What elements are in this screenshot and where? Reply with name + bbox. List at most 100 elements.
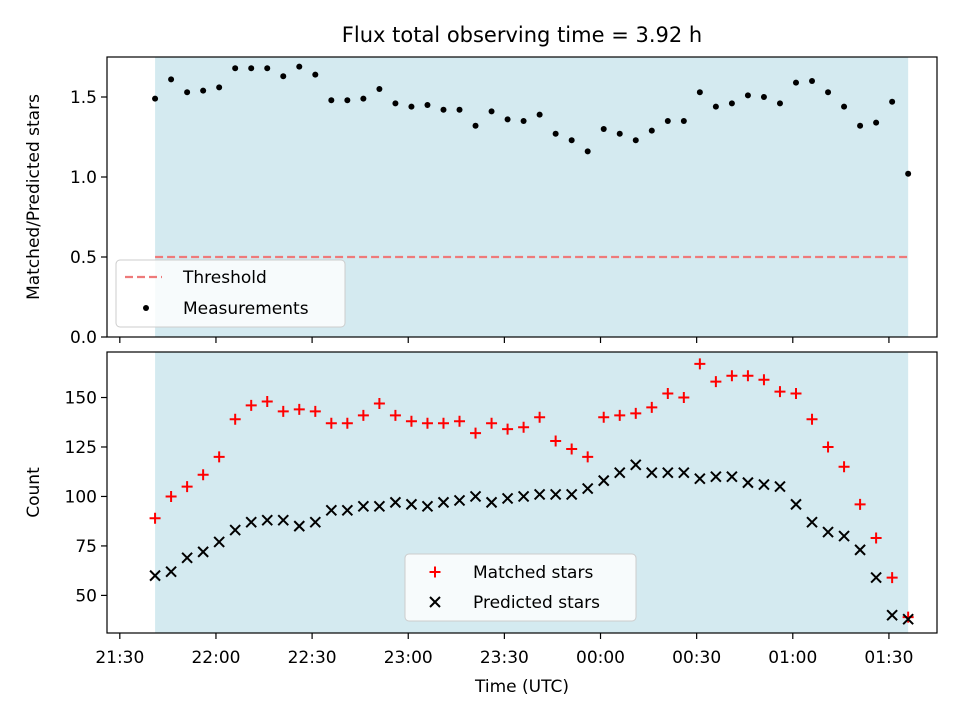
y-tick-label: 0.0 [70,328,97,348]
predicted-point [678,467,690,479]
measurement-point [664,118,671,124]
measurement-point [344,97,351,104]
measurement-point [889,98,896,105]
legend-measurements-swatch [143,305,149,311]
legend-box [115,259,346,328]
measurement-point [440,106,447,113]
predicted-point [581,482,594,495]
measurement-point [456,106,463,113]
legend: Threshold Measurements [115,259,346,328]
y-axis-label: Matched/Predicted stars [24,94,44,300]
y-tick-label: 0.5 [70,248,97,268]
predicted-point [822,526,834,538]
x-tick-label: 21:30 [95,648,144,668]
matched-point [662,388,674,400]
matched-point [165,490,177,502]
ratio-panel: 0.0 0.5 1.0 1.5 Matched/Predicted stars Thres… [24,56,938,348]
series-predicted-stars [149,459,914,625]
matched-point [886,572,898,584]
predicted-point [373,500,386,513]
measurement-point [216,84,223,91]
x-tick-label: 01:00 [768,648,817,668]
measurement-point [632,137,639,144]
predicted-point [277,514,289,526]
y-tick-label: 100 [65,487,97,507]
legend-matched-label: Matched stars [473,563,593,583]
measurement-point [264,65,271,72]
measurement-point [696,89,703,96]
y-tick-label: 1.5 [70,88,97,108]
matched-point [582,451,594,463]
predicted-point [614,467,626,479]
series-matched-stars [149,358,914,623]
predicted-point [165,565,177,578]
legend-box [404,553,637,622]
matched-point [470,427,482,439]
predicted-point [886,609,898,621]
measurement-point [873,119,880,126]
y-tick-label: 150 [65,389,97,409]
x-tick-label: 22:30 [288,648,337,668]
matched-point [389,409,401,421]
predicted-point [838,530,850,542]
matched-point [726,370,738,382]
x-tick-label: 23:00 [384,648,433,668]
matched-point [437,417,449,429]
matched-point [293,403,305,415]
y-tick-label: 50 [75,586,97,606]
measurement-point [728,100,735,107]
measurement-point [200,87,207,94]
matched-point [518,421,530,433]
measurement-point [184,89,191,96]
matched-point [357,409,369,421]
matched-point [325,417,337,429]
measurement-point [424,102,431,108]
predicted-point [565,488,578,501]
matched-point [646,401,658,413]
matched-point [630,407,642,419]
measurement-point [552,130,559,137]
measurement-point [776,100,783,107]
measurement-point [168,76,175,83]
matched-point [502,423,514,435]
chart-title: Flux total observing time = 3.92 h [342,23,702,47]
matched-point [774,386,786,398]
predicted-point [357,500,370,513]
matched-point [678,392,690,404]
measurement-point [488,108,495,115]
predicted-point [758,478,770,491]
measurement-point [408,103,415,110]
matched-point [758,374,770,386]
measurement-point [232,65,239,72]
x-axis-label: Time (UTC) [474,677,569,697]
legend-matched-swatch [429,566,441,578]
legend-predicted-label: Predicted stars [473,593,600,613]
predicted-point [229,524,241,536]
legend-measurements-label: Measurements [183,299,309,319]
predicted-point [437,496,450,509]
matched-point [181,481,193,493]
measurement-point [841,103,848,110]
measurement-point [472,122,479,129]
predicted-point [742,476,754,489]
matched-point [261,395,273,407]
measurement-point [296,63,303,70]
measurement-point [905,170,912,177]
matched-point [454,415,466,427]
x-tick-label: 01:30 [864,648,913,668]
predicted-point [517,490,530,503]
matched-point [838,461,850,473]
matched-point [870,532,882,544]
predicted-point [389,496,402,509]
predicted-point [646,467,658,479]
predicted-point [774,480,786,493]
predicted-point [453,494,466,507]
measurement-point [568,137,575,144]
measurement-point [744,92,751,99]
predicted-point [726,470,738,483]
matched-point [277,405,289,417]
x-tick-label: 22:00 [191,648,240,668]
predicted-point [421,500,434,513]
matched-point [534,411,546,423]
